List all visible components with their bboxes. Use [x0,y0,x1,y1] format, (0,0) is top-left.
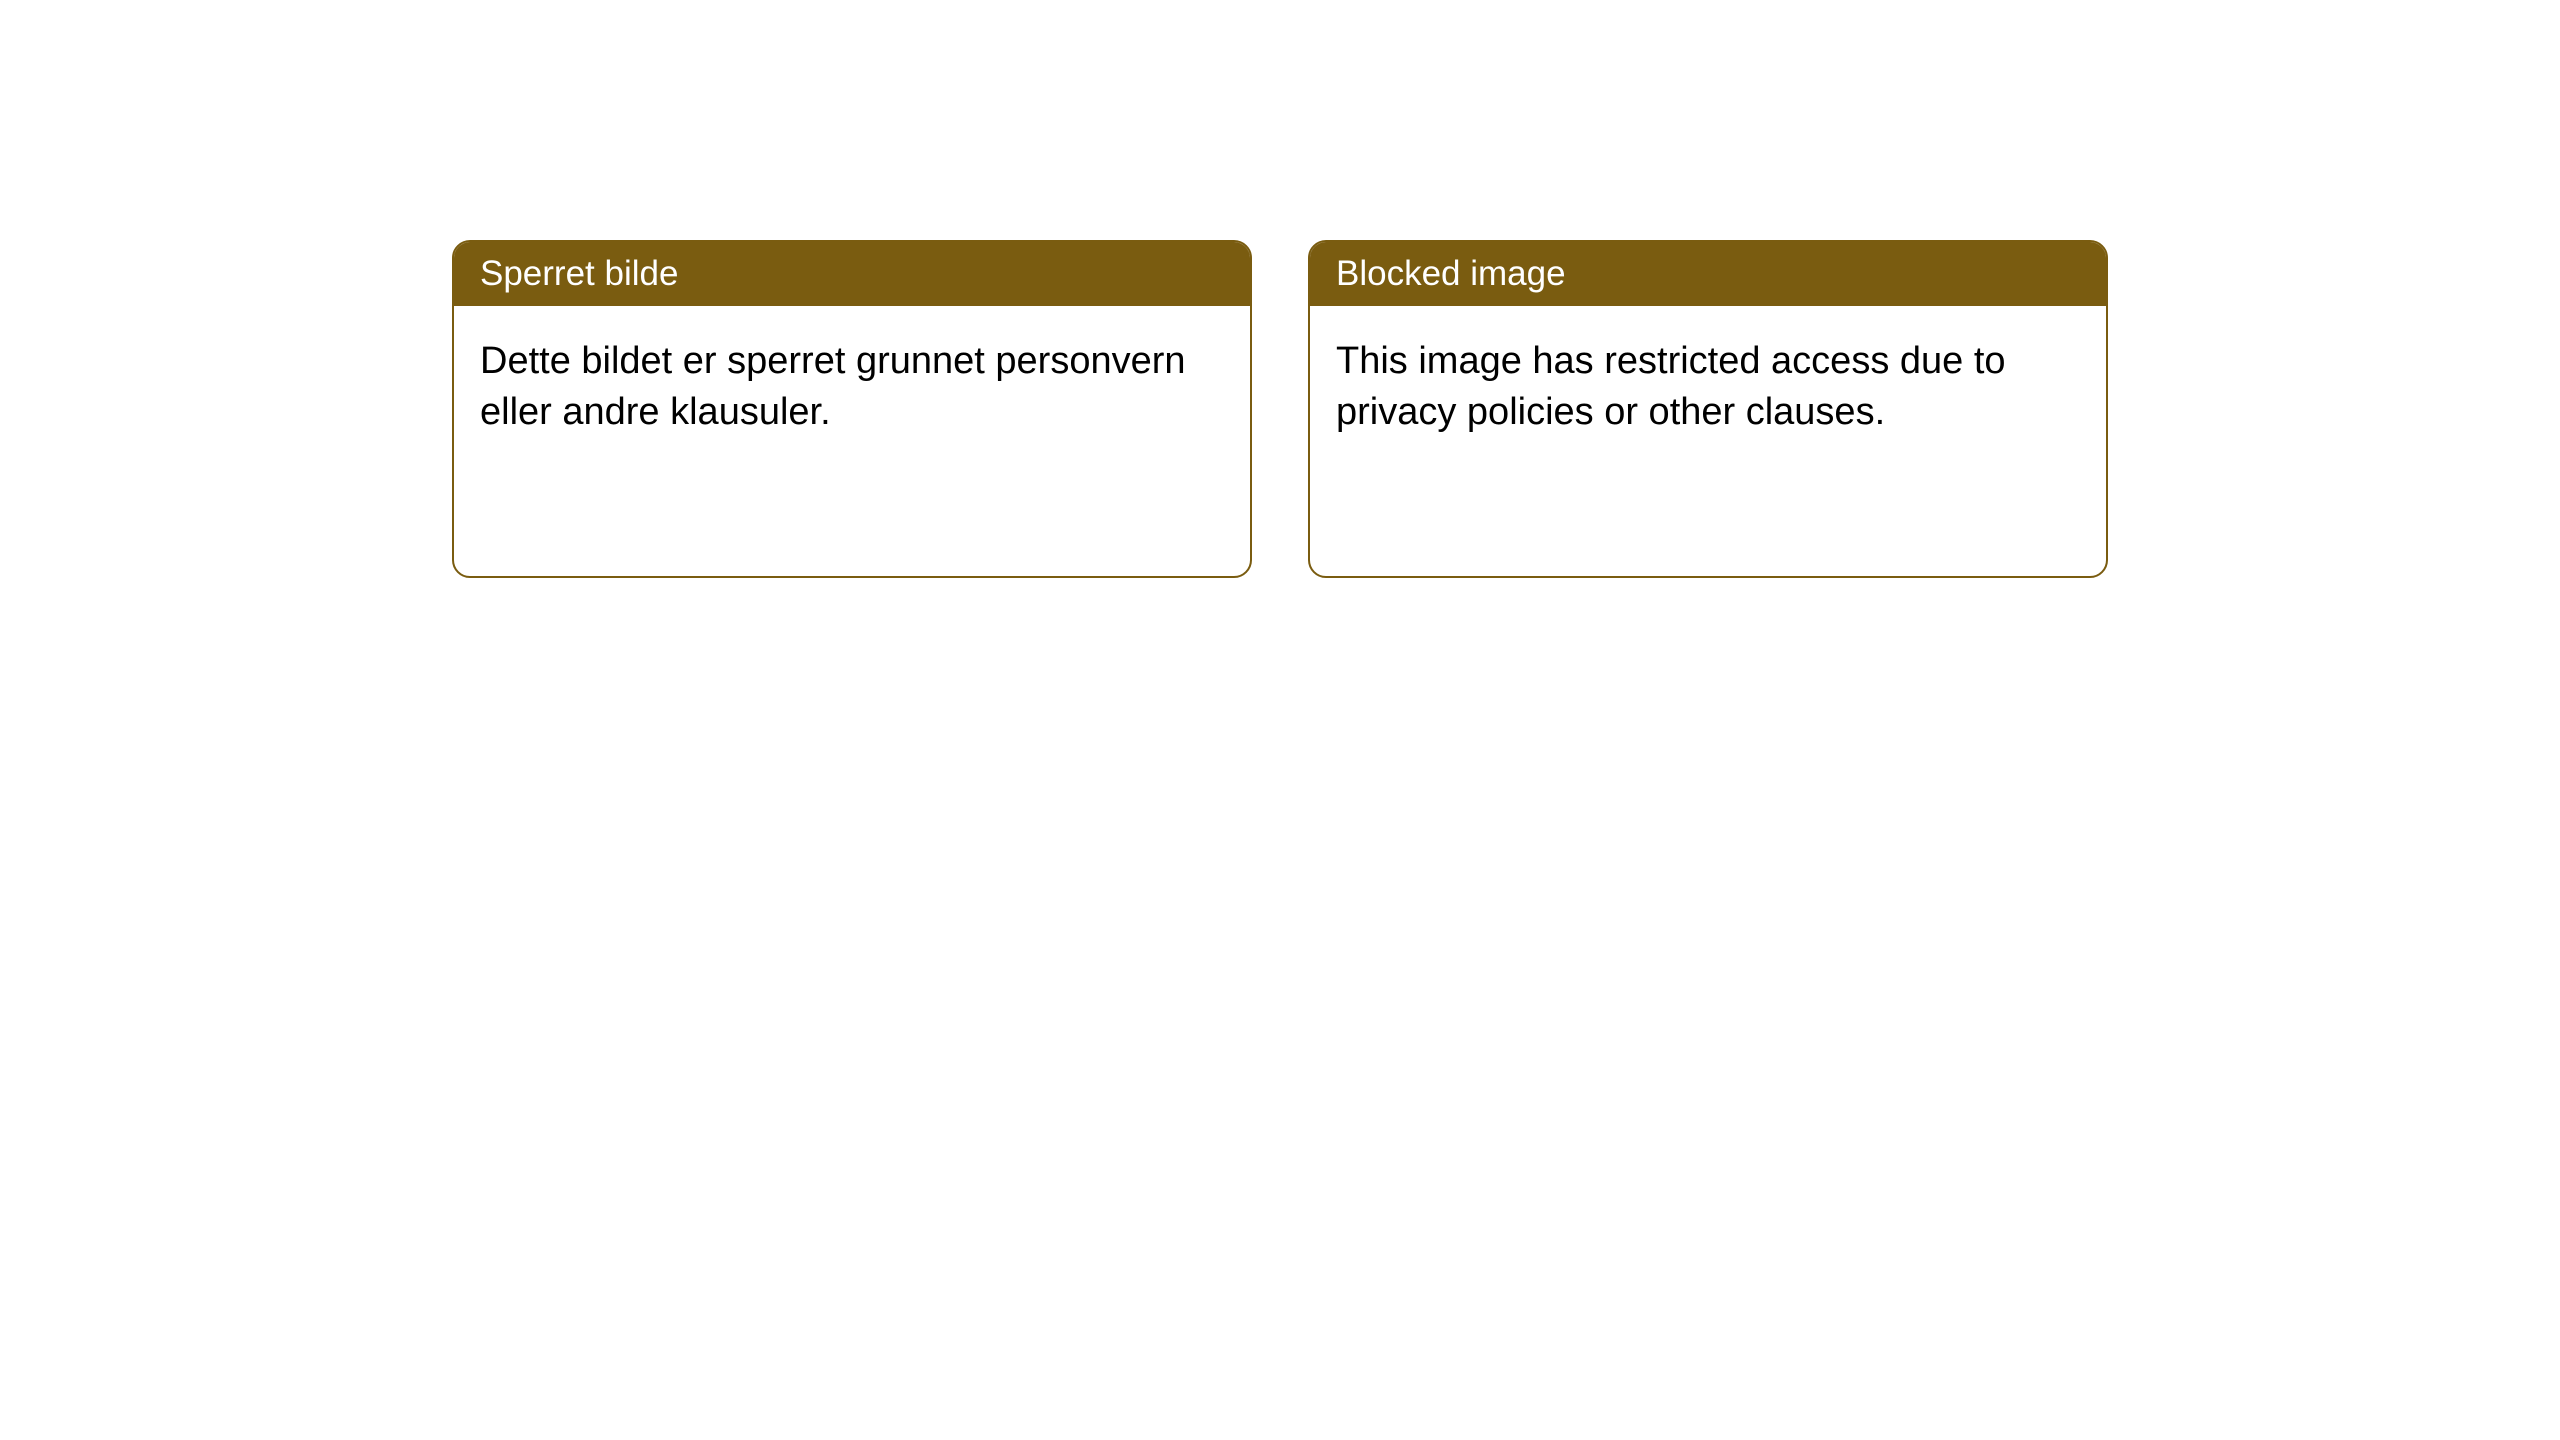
notice-title: Blocked image [1310,242,2106,306]
notice-card-norwegian: Sperret bilde Dette bildet er sperret gr… [452,240,1252,578]
notice-title: Sperret bilde [454,242,1250,306]
notice-card-english: Blocked image This image has restricted … [1308,240,2108,578]
notice-body: Dette bildet er sperret grunnet personve… [454,306,1250,576]
notice-container: Sperret bilde Dette bildet er sperret gr… [0,0,2560,578]
notice-body: This image has restricted access due to … [1310,306,2106,576]
